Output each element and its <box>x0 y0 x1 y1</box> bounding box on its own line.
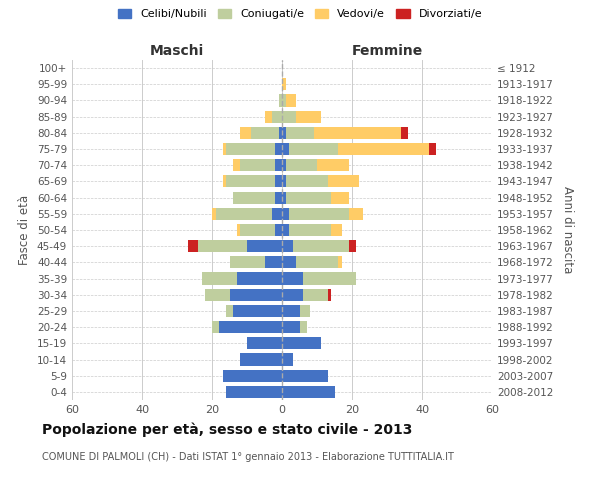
Bar <box>278 127 282 139</box>
Bar <box>282 354 293 366</box>
Bar <box>286 192 331 203</box>
Bar <box>271 208 282 220</box>
Bar <box>275 192 282 203</box>
Bar <box>226 143 275 155</box>
Bar <box>328 176 359 188</box>
Y-axis label: Anni di nascita: Anni di nascita <box>560 186 574 274</box>
Bar <box>212 208 215 220</box>
Bar <box>226 176 275 188</box>
Bar <box>240 354 282 366</box>
Bar <box>282 192 286 203</box>
Bar <box>282 338 320 349</box>
Bar <box>223 176 226 188</box>
Bar <box>331 192 349 203</box>
Legend: Celibi/Nubili, Coniugati/e, Vedovi/e, Divorziati/e: Celibi/Nubili, Coniugati/e, Vedovi/e, Di… <box>115 6 485 22</box>
Bar <box>282 321 299 333</box>
Bar <box>282 176 286 188</box>
Bar <box>233 192 275 203</box>
Bar <box>282 386 335 398</box>
Bar <box>401 127 408 139</box>
Bar <box>429 143 436 155</box>
Bar <box>328 288 331 301</box>
Bar <box>236 224 240 236</box>
Bar <box>338 143 429 155</box>
Bar <box>240 224 275 236</box>
Bar <box>212 321 219 333</box>
Bar <box>198 240 247 252</box>
Bar <box>233 159 240 172</box>
Bar <box>282 143 289 155</box>
Bar <box>286 127 314 139</box>
Bar <box>282 78 286 90</box>
Bar <box>229 256 265 268</box>
Bar <box>236 272 282 284</box>
Bar <box>286 159 317 172</box>
Bar <box>187 240 198 252</box>
Bar <box>317 159 349 172</box>
Bar <box>282 110 296 122</box>
Bar <box>233 305 282 317</box>
Bar <box>282 224 289 236</box>
Bar <box>215 208 271 220</box>
Bar <box>331 224 341 236</box>
Bar <box>303 272 355 284</box>
Bar <box>303 288 328 301</box>
Bar <box>275 176 282 188</box>
Bar <box>282 94 286 106</box>
Bar <box>226 386 282 398</box>
Bar <box>349 240 355 252</box>
Bar <box>282 370 328 382</box>
Bar <box>223 143 226 155</box>
Bar <box>282 272 303 284</box>
Bar <box>289 143 338 155</box>
Text: Popolazione per età, sesso e stato civile - 2013: Popolazione per età, sesso e stato civil… <box>42 422 412 437</box>
Bar <box>282 159 286 172</box>
Bar <box>296 256 338 268</box>
Y-axis label: Fasce di età: Fasce di età <box>19 195 31 265</box>
Bar <box>275 224 282 236</box>
Bar <box>282 305 299 317</box>
Bar <box>289 224 331 236</box>
Bar <box>338 256 341 268</box>
Bar <box>299 305 310 317</box>
Text: COMUNE DI PALMOLI (CH) - Dati ISTAT 1° gennaio 2013 - Elaborazione TUTTITALIA.IT: COMUNE DI PALMOLI (CH) - Dati ISTAT 1° g… <box>42 452 454 462</box>
Bar <box>286 94 296 106</box>
Bar <box>229 288 282 301</box>
Bar <box>286 176 328 188</box>
Bar <box>226 305 233 317</box>
Bar <box>240 159 275 172</box>
Text: Femmine: Femmine <box>352 44 422 59</box>
Bar <box>282 208 289 220</box>
Bar <box>202 272 236 284</box>
Bar <box>278 94 282 106</box>
Bar <box>219 321 282 333</box>
Text: Maschi: Maschi <box>150 44 204 59</box>
Bar <box>282 288 303 301</box>
Bar <box>271 110 282 122</box>
Bar <box>265 110 271 122</box>
Bar <box>205 288 229 301</box>
Bar <box>247 338 282 349</box>
Bar <box>265 256 282 268</box>
Bar <box>314 127 401 139</box>
Bar <box>349 208 362 220</box>
Bar <box>282 127 286 139</box>
Bar <box>282 240 293 252</box>
Bar <box>282 256 296 268</box>
Bar <box>289 208 349 220</box>
Bar <box>223 370 282 382</box>
Bar <box>296 110 320 122</box>
Bar <box>275 159 282 172</box>
Bar <box>251 127 278 139</box>
Bar <box>275 143 282 155</box>
Bar <box>299 321 307 333</box>
Bar <box>247 240 282 252</box>
Bar <box>293 240 349 252</box>
Bar <box>240 127 251 139</box>
